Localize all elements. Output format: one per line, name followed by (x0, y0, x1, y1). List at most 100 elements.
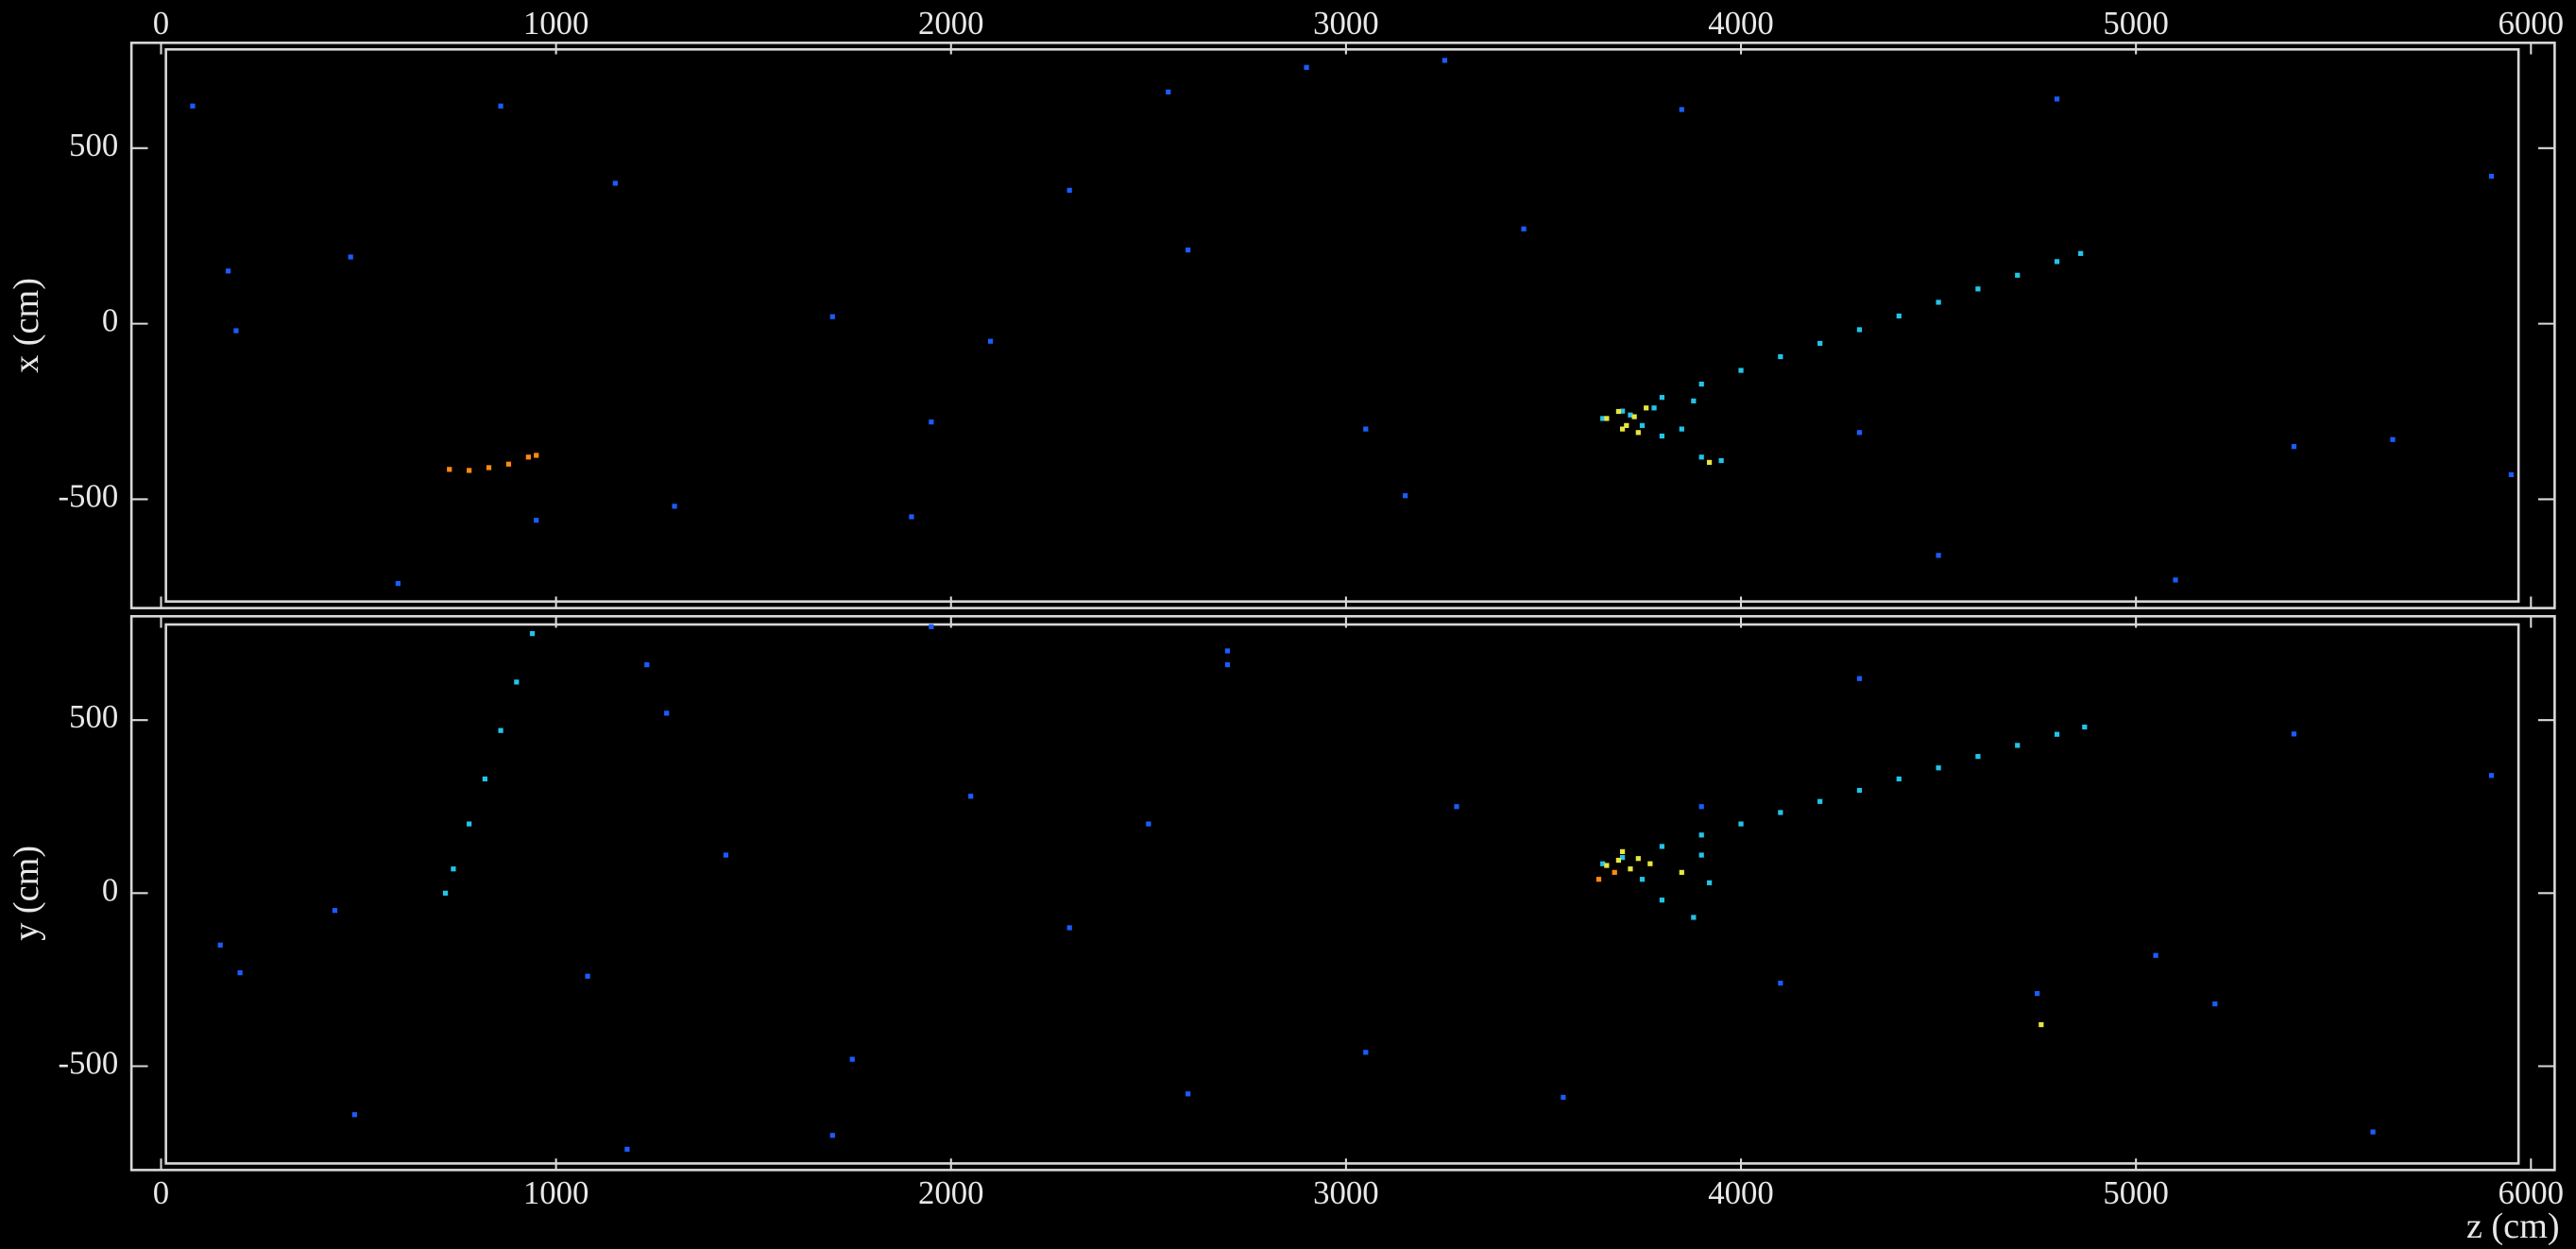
hit (929, 624, 933, 629)
hit (1738, 368, 1743, 372)
hit (2292, 731, 2296, 736)
hit (1521, 227, 1526, 231)
hit (2035, 991, 2039, 996)
hit (2039, 1022, 2043, 1027)
hit (1146, 821, 1151, 826)
hit (190, 104, 195, 109)
hit (1632, 414, 1637, 419)
y-axis-label: x (cm) (7, 278, 46, 373)
hit (2082, 725, 2087, 729)
hit (226, 268, 230, 273)
y-tick-label: 0 (102, 302, 118, 339)
hit (968, 794, 973, 798)
hit (1738, 821, 1743, 826)
x-tick-label: 4000 (1708, 1174, 1774, 1211)
hit (1304, 65, 1308, 70)
hit (624, 1147, 629, 1152)
y-tick-label: 500 (69, 127, 118, 163)
hit (2055, 96, 2059, 101)
y-tick-label: 0 (102, 871, 118, 908)
hit (1857, 788, 1862, 793)
x-tick-label: 0 (153, 1174, 169, 1211)
hit (1186, 1091, 1190, 1096)
hit (2212, 1001, 2217, 1006)
hit (1719, 458, 1724, 463)
hit (1640, 423, 1645, 428)
hit (1936, 299, 1940, 304)
hit (1680, 426, 1684, 431)
y-tick-label: -500 (58, 477, 118, 514)
hit (2055, 259, 2059, 264)
hit (1857, 327, 1862, 332)
hit (483, 777, 487, 781)
hit (909, 514, 913, 519)
hit (2055, 732, 2059, 737)
hit (1936, 765, 1940, 770)
hit (2292, 444, 2296, 449)
hit (1628, 866, 1632, 871)
hit (396, 581, 401, 586)
hit (2015, 743, 2020, 747)
hit (534, 518, 538, 522)
hit (613, 180, 618, 185)
hit (1651, 405, 1656, 410)
hit (1817, 799, 1822, 804)
axis-frame (131, 616, 2554, 1170)
hit (1699, 454, 1704, 459)
axis-frame (131, 43, 2554, 607)
hit (1612, 870, 1617, 875)
hit (1604, 416, 1609, 420)
hit (1616, 858, 1621, 863)
hit (349, 254, 353, 259)
hit (2390, 437, 2395, 442)
hit (585, 974, 589, 979)
hit (1691, 915, 1696, 919)
hit (724, 852, 728, 857)
hit (1604, 863, 1609, 867)
hit (467, 468, 471, 472)
x-tick-label: 2000 (918, 5, 984, 42)
hit (218, 943, 223, 948)
hit (2153, 953, 2158, 958)
hit (451, 866, 455, 871)
hit (1067, 925, 1072, 930)
hit (534, 453, 538, 457)
hit (1186, 248, 1190, 252)
hit (1897, 777, 1902, 781)
hit (1644, 405, 1648, 410)
hit (506, 462, 511, 467)
hit (514, 679, 519, 684)
hit (1699, 852, 1704, 857)
hit (1660, 898, 1664, 902)
hit (1975, 754, 1980, 759)
hit (1225, 648, 1230, 653)
hit (1616, 409, 1621, 414)
hit (644, 662, 649, 667)
hit (498, 104, 503, 109)
hit (1778, 354, 1783, 359)
hit (1699, 804, 1704, 809)
x-tick-label: 1000 (523, 5, 589, 42)
hit (1596, 877, 1601, 881)
x-tick-label: 1000 (523, 1174, 589, 1211)
hit (1403, 493, 1407, 498)
hit (1691, 399, 1696, 403)
x-tick-label: 0 (153, 5, 169, 42)
hit (2370, 1129, 2375, 1134)
x-tick-label: 6000 (2499, 5, 2565, 42)
hit (672, 504, 676, 508)
hit (1707, 881, 1712, 885)
hit (498, 728, 503, 733)
hit (2015, 273, 2020, 278)
hit (1707, 460, 1712, 465)
hit (850, 1057, 855, 1062)
hit (2509, 472, 2514, 477)
hit (1363, 1050, 1368, 1054)
hit (443, 891, 448, 896)
hit (1699, 832, 1704, 837)
x-axis-label: z (cm) (2466, 1206, 2560, 1246)
x-tick-label: 4000 (1708, 5, 1774, 42)
hit (1454, 804, 1459, 809)
hit (1636, 430, 1641, 435)
hit (1660, 395, 1664, 400)
